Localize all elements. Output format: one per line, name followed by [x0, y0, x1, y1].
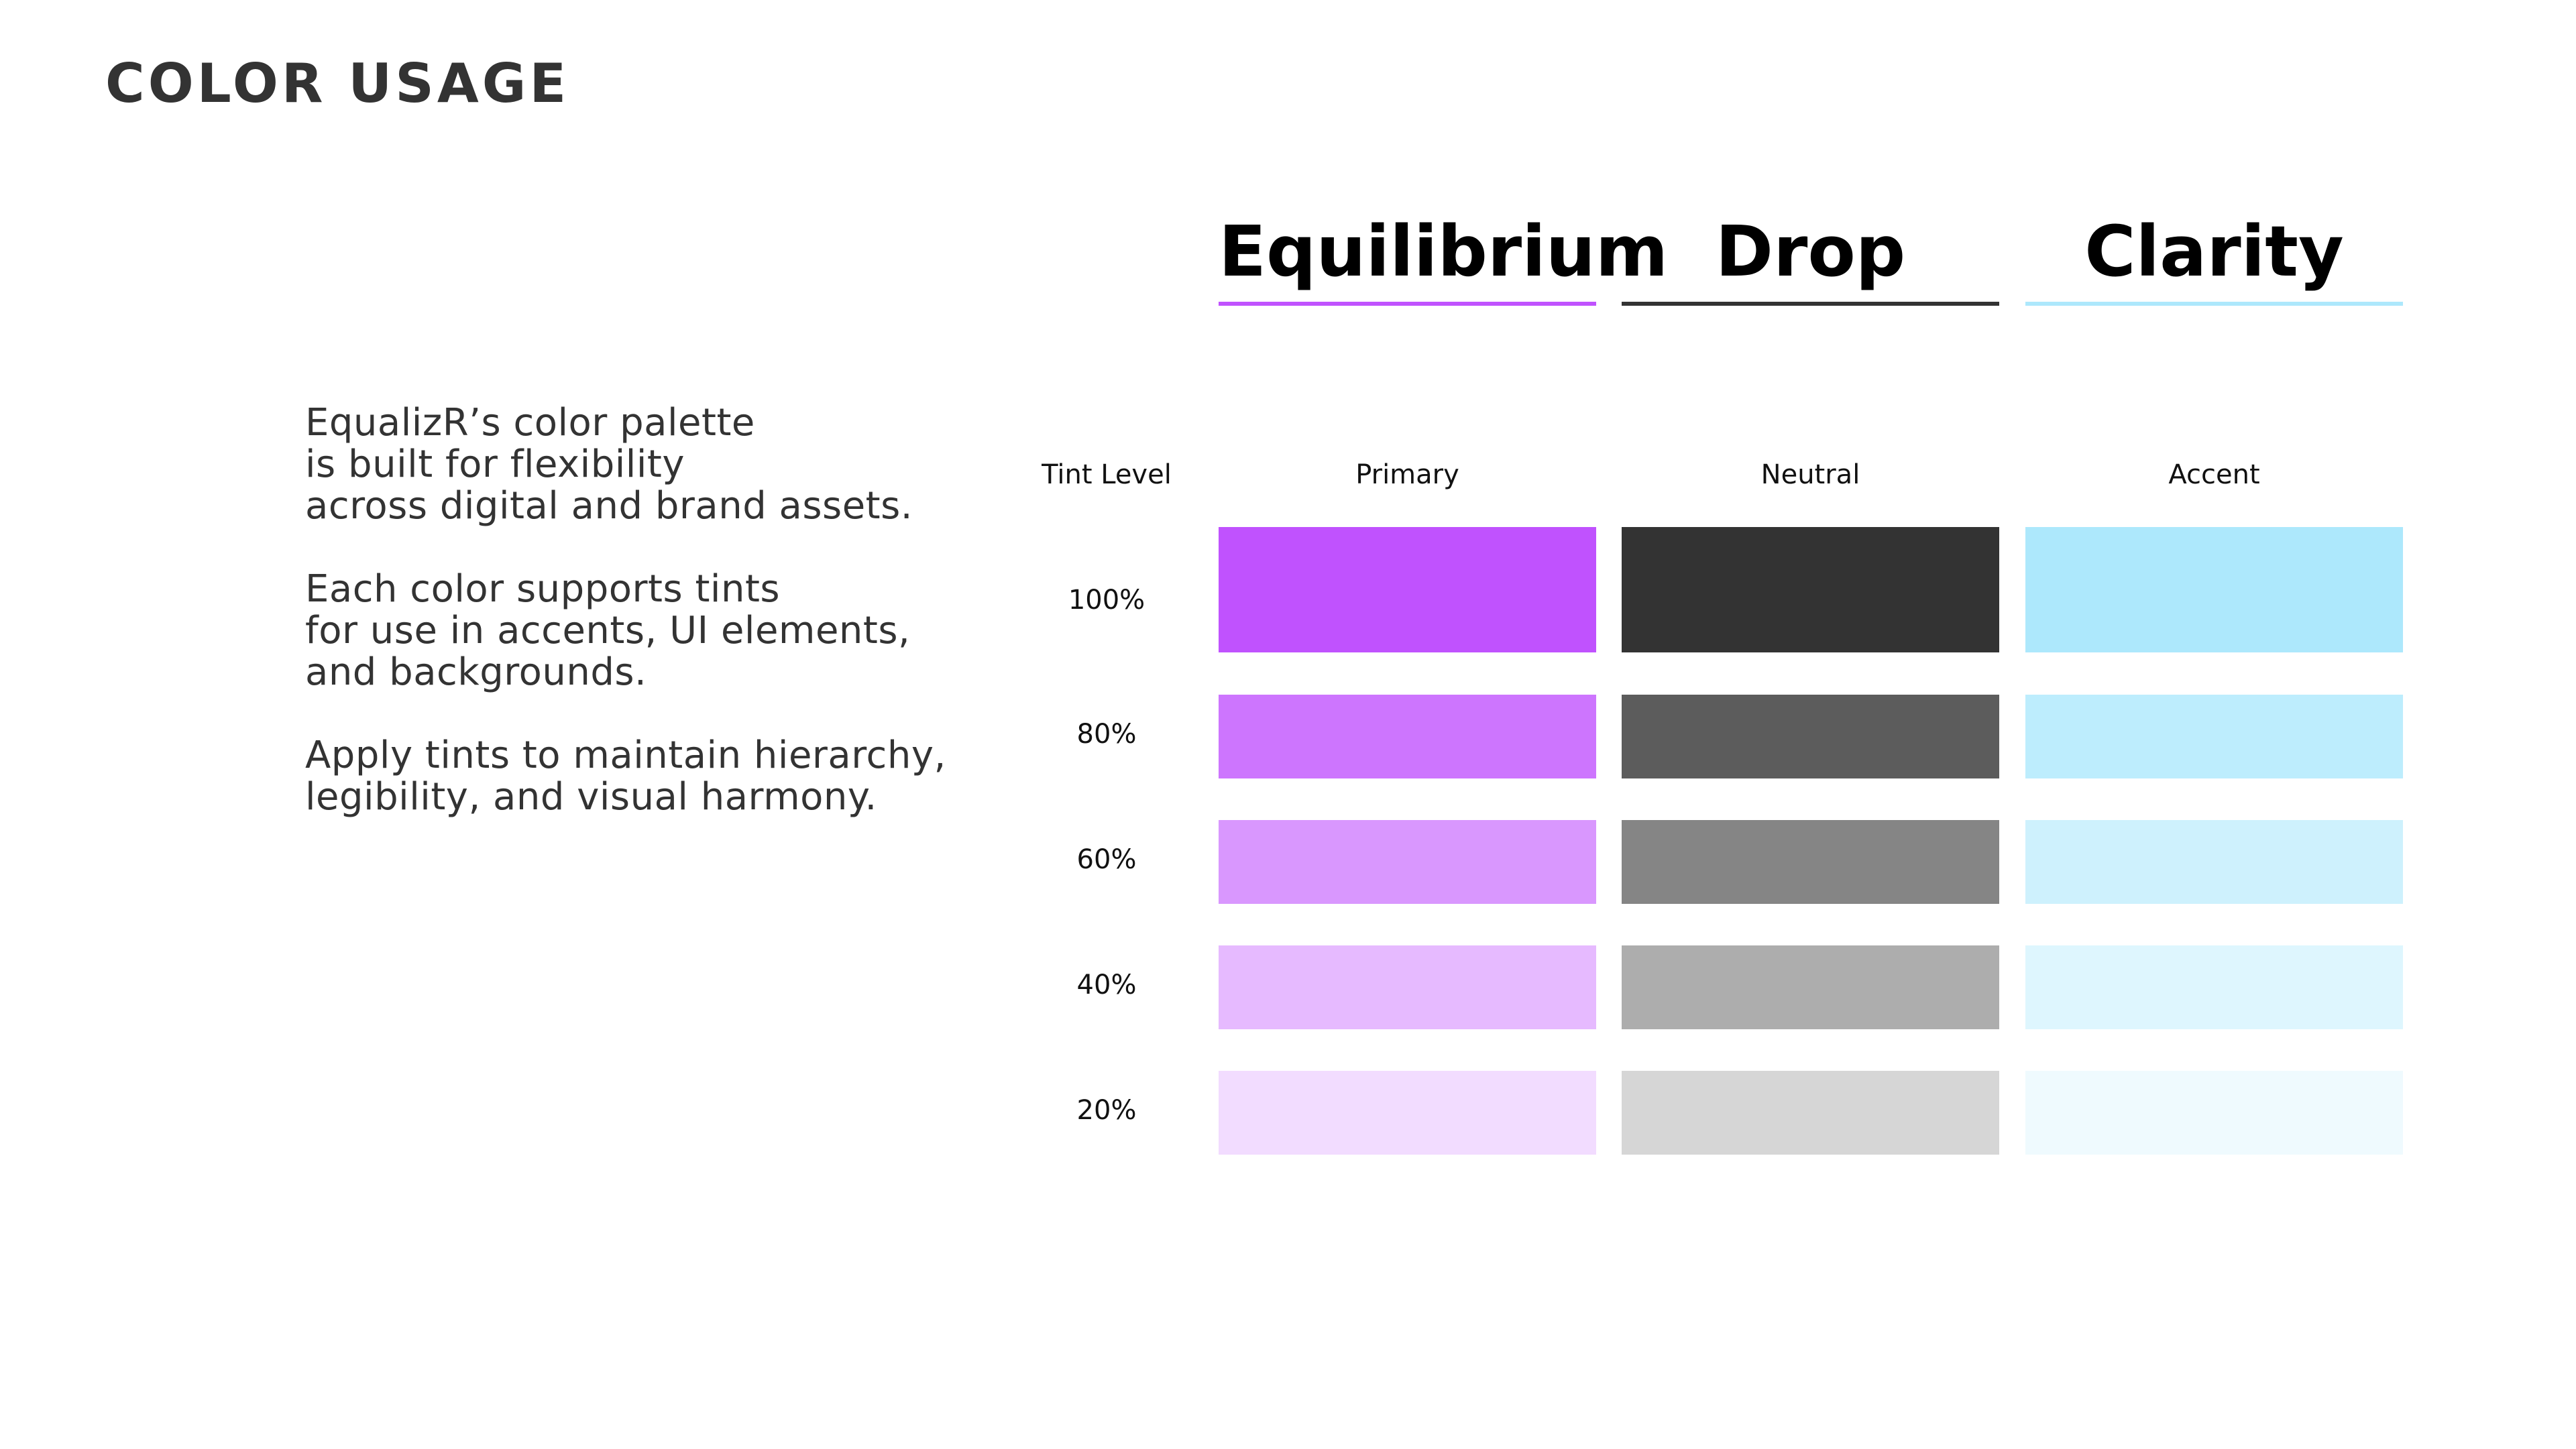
tint-level-label: 40%	[1076, 970, 1137, 1000]
color-underline	[2025, 302, 2403, 306]
swatch-clarity-20	[2025, 1071, 2403, 1155]
color-name: Clarity	[2084, 211, 2344, 292]
intro-text: EqualizR’s color palette is built for fl…	[305, 402, 976, 860]
tint-level-header: Tint Level	[1042, 459, 1172, 490]
page-title: COLOR USAGE	[105, 52, 570, 115]
color-name: Equilibrium	[1219, 211, 1669, 292]
swatch-drop-100	[1622, 527, 1999, 652]
column-header-drop: Drop	[1622, 208, 1999, 308]
role-label-primary: Primary	[1355, 459, 1459, 490]
swatch-equilibrium-40	[1219, 945, 1596, 1029]
intro-paragraph: Apply tints to maintain hierarchy, legib…	[305, 734, 946, 819]
intro-paragraph: Each color supports tints for use in acc…	[305, 567, 911, 694]
swatch-equilibrium-20	[1219, 1071, 1596, 1155]
swatch-drop-80	[1622, 695, 1999, 778]
swatch-drop-40	[1622, 945, 1999, 1029]
tint-level-label: 80%	[1076, 719, 1137, 750]
swatch-clarity-80	[2025, 695, 2403, 778]
swatch-clarity-60	[2025, 820, 2403, 904]
swatch-drop-20	[1622, 1071, 1999, 1155]
tint-level-label: 20%	[1076, 1095, 1137, 1126]
column-header-equilibrium: Equilibrium	[1219, 208, 1669, 308]
swatch-equilibrium-80	[1219, 695, 1596, 778]
role-label-neutral: Neutral	[1760, 459, 1860, 490]
tint-level-label: 100%	[1068, 585, 1145, 616]
swatch-drop-60	[1622, 820, 1999, 904]
swatch-equilibrium-60	[1219, 820, 1596, 904]
intro-paragraph: EqualizR’s color palette is built for fl…	[305, 401, 913, 528]
color-underline	[1219, 302, 1596, 306]
swatch-clarity-40	[2025, 945, 2403, 1029]
swatch-equilibrium-100	[1219, 527, 1596, 652]
swatch-clarity-100	[2025, 527, 2403, 652]
color-underline	[1622, 302, 1999, 306]
column-header-clarity: Clarity	[2025, 208, 2403, 308]
color-name: Drop	[1715, 211, 1906, 292]
tint-level-label: 60%	[1076, 844, 1137, 875]
role-label-accent: Accent	[2168, 459, 2260, 490]
